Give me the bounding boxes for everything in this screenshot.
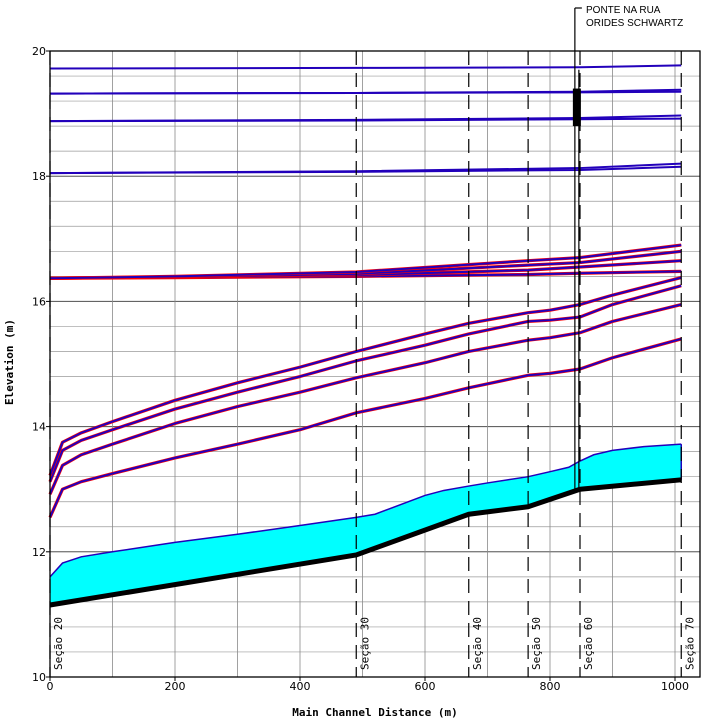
y-tick-label: 20 <box>32 45 46 58</box>
y-tick-label: 12 <box>32 546 46 559</box>
profile-line-3 <box>49 276 682 476</box>
axes: Main Channel Distance (m) Elevation (m) … <box>3 45 701 719</box>
section-label: Seção 50 <box>530 617 543 670</box>
x-tick-label: 600 <box>415 680 436 693</box>
profile-line-1 <box>49 303 682 495</box>
profile-line-14 <box>49 64 682 70</box>
ground-line <box>49 477 682 608</box>
bridge-label-line2: ORIDES SCHWARTZ <box>586 18 683 29</box>
bridge-label-line1: PONTE NA RUA <box>586 5 661 16</box>
x-tick-label: 800 <box>540 680 561 693</box>
profile-line-11 <box>49 117 682 123</box>
bridge: PONTE NA RUA ORIDES SCHWARTZ <box>572 5 683 490</box>
x-tick-label: 200 <box>165 680 186 693</box>
x-tick-label: 400 <box>290 680 311 693</box>
water-fill <box>50 444 682 606</box>
profile-line-9 <box>49 165 682 175</box>
x-tick-label: 1000 <box>661 680 689 693</box>
profile-line-7 <box>49 244 682 280</box>
section-label: Seção 40 <box>471 617 484 670</box>
y-tick-label: 18 <box>32 170 46 183</box>
y-axis-title: Elevation (m) <box>3 319 16 405</box>
x-tick-label: 0 <box>47 680 54 693</box>
y-tick-label: 16 <box>32 295 46 308</box>
section-label: Seção 30 <box>358 617 371 670</box>
water-surface-line <box>49 443 682 578</box>
section-label: Seção 20 <box>52 617 65 670</box>
profile-line-2 <box>49 284 682 483</box>
section-label: Seção 60 <box>582 617 595 670</box>
y-tick-label: 14 <box>32 421 46 434</box>
plot-frame <box>49 50 701 678</box>
water-fill-layer <box>49 443 682 606</box>
y-tick-label: 10 <box>32 671 46 684</box>
bridge-deck <box>572 88 581 127</box>
section-label: Seção 70 <box>683 617 696 670</box>
profile-line-13 <box>49 90 682 95</box>
x-axis-title: Main Channel Distance (m) <box>292 706 458 719</box>
